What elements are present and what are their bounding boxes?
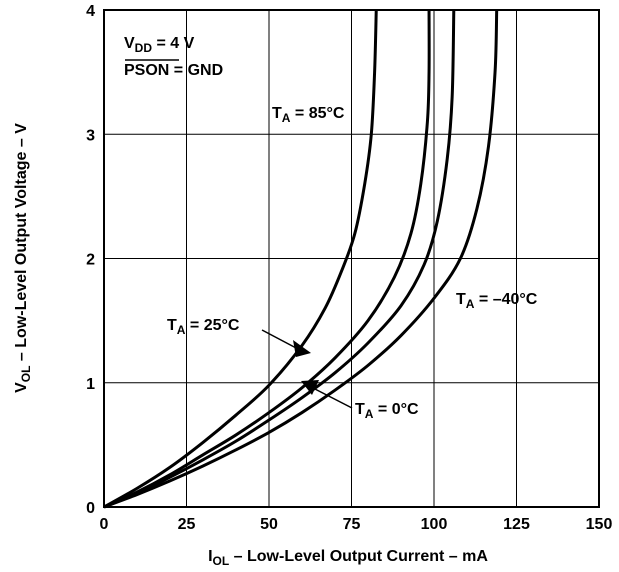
series-label-25c: TA = 25°C (167, 317, 240, 337)
vdd-condition: VDD = 4 V (124, 35, 195, 55)
series-line-85c (103, 9, 378, 509)
x-tick-label: 125 (503, 516, 530, 533)
x-tick-label: 50 (260, 516, 278, 533)
leader-line-0c (312, 387, 353, 409)
x-tick-label: 75 (343, 516, 361, 533)
x-tick-label: 150 (586, 516, 613, 533)
y-tick-label: 2 (86, 252, 95, 269)
series-line-0c (103, 9, 456, 509)
y-tick-label: 4 (86, 3, 95, 20)
grid-lines (103, 9, 600, 508)
pson-condition: PSON = GND (124, 62, 223, 79)
arrowhead-0c (301, 380, 319, 395)
x-tick-label: 25 (178, 516, 196, 533)
y-tick-label: 0 (86, 500, 95, 517)
series-label-85c: TA = 85°C (272, 105, 345, 125)
x-tick-label: 0 (100, 516, 109, 533)
series-label-minus40c: TA = –40°C (456, 291, 538, 311)
x-tick-label: 100 (421, 516, 448, 533)
y-axis-label: VOL – Low-Level Output Voltage – V (13, 123, 33, 393)
series-layer (103, 9, 499, 509)
y-tick-label: 3 (86, 127, 95, 144)
series-line-minus40c (103, 9, 499, 509)
series-line-25c (103, 9, 431, 509)
series-label-0c: TA = 0°C (355, 401, 419, 421)
leader-line-25c (261, 329, 299, 350)
y-tick-label: 1 (86, 376, 95, 393)
plot-frame (103, 9, 600, 508)
x-axis-label: IOL – Low-Level Output Current – mA (208, 548, 488, 568)
tick-labels: 0 25 50 75 100 125 150 0 1 2 3 4 (86, 3, 612, 533)
arrowhead-25c (293, 340, 311, 357)
